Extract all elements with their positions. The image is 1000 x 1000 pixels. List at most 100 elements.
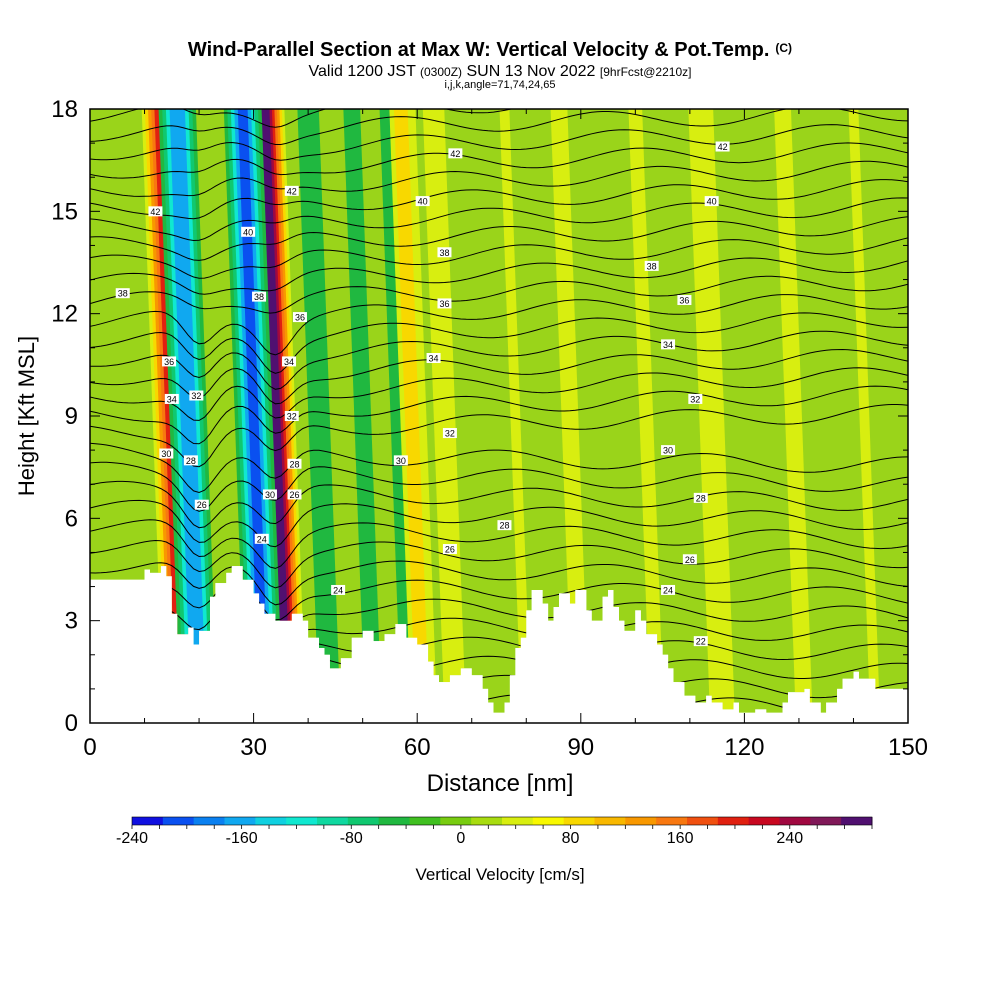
theta-label: 36 xyxy=(677,295,692,306)
colorbar-swatch xyxy=(563,817,595,825)
y-tick-label: 0 xyxy=(65,710,78,737)
colorbar-tick-label: 80 xyxy=(562,830,580,847)
theta-label: 32 xyxy=(284,411,299,422)
svg-text:34: 34 xyxy=(167,394,177,404)
terrain-mask xyxy=(90,566,908,723)
svg-text:42: 42 xyxy=(287,186,297,196)
updraft-band xyxy=(774,109,813,713)
theta-label: 32 xyxy=(442,428,457,439)
colorbar-swatch xyxy=(409,817,441,825)
theta-label: 30 xyxy=(159,448,174,459)
theta-contour xyxy=(90,442,908,494)
x-axis-label: Distance [nm] xyxy=(427,770,574,797)
downdraft-band xyxy=(237,109,270,713)
theta-label: 34 xyxy=(282,356,297,367)
svg-text:26: 26 xyxy=(445,545,455,555)
theta-label: 42 xyxy=(715,141,730,152)
x-tick-label: 60 xyxy=(404,734,431,761)
y-tick-label: 15 xyxy=(51,198,78,225)
theta-contour xyxy=(90,560,908,606)
colorbar-swatch xyxy=(317,817,349,825)
colorbar-tick-label: 160 xyxy=(667,830,694,847)
chart-subtitle-indices: i,j,k,angle=71,74,24,65 xyxy=(444,79,555,91)
theta-label: 26 xyxy=(682,554,697,565)
colorbar-swatch xyxy=(162,817,195,825)
theta-contour xyxy=(90,461,908,512)
updraft-band xyxy=(499,109,532,713)
y-tick-label: 3 xyxy=(65,608,78,635)
theta-contour xyxy=(90,142,908,179)
theta-contour xyxy=(90,160,908,197)
svg-text:28: 28 xyxy=(289,459,299,469)
colorbar-swatch xyxy=(656,817,688,825)
theta-label: 32 xyxy=(189,390,204,401)
svg-text:38: 38 xyxy=(254,292,264,302)
svg-text:32: 32 xyxy=(445,429,455,439)
svg-text:24: 24 xyxy=(257,534,267,544)
svg-text:40: 40 xyxy=(243,227,253,237)
colorbar-swatch xyxy=(502,817,534,825)
theta-label: 22 xyxy=(693,636,708,647)
theta-label: 30 xyxy=(661,445,676,456)
theta-contour xyxy=(90,257,908,295)
theta-contour xyxy=(90,237,908,279)
theta-label: 34 xyxy=(164,393,179,404)
svg-text:30: 30 xyxy=(265,490,275,500)
colorbar-tick-label: -240 xyxy=(116,830,148,847)
svg-text:32: 32 xyxy=(191,391,201,401)
updraft-band xyxy=(422,109,467,713)
theta-label: 24 xyxy=(254,533,269,544)
theta-contour xyxy=(90,330,908,390)
theta-label: 42 xyxy=(284,185,299,196)
theta-contour xyxy=(90,294,908,356)
theta-contour xyxy=(90,275,908,314)
theta-contour xyxy=(90,480,908,529)
svg-text:40: 40 xyxy=(707,197,717,207)
theta-label: 40 xyxy=(415,196,430,207)
theta-contour xyxy=(90,348,908,405)
theta-label: 38 xyxy=(644,260,659,271)
updraft-band xyxy=(550,109,590,713)
theta-contour xyxy=(90,312,908,374)
svg-text:30: 30 xyxy=(663,446,673,456)
updraft-band xyxy=(259,109,292,713)
svg-text:26: 26 xyxy=(289,490,299,500)
theta-label: 40 xyxy=(241,226,256,237)
svg-text:38: 38 xyxy=(439,248,449,258)
svg-text:26: 26 xyxy=(685,555,695,565)
svg-text:26: 26 xyxy=(197,500,207,510)
y-tick-label: 9 xyxy=(65,403,78,430)
theta-label: 30 xyxy=(262,489,277,500)
colorbar xyxy=(131,816,873,826)
theta-contour xyxy=(90,539,908,589)
theta-contour xyxy=(90,124,908,161)
plot-area: 42 38 36 34 32 30 28 26 42 40 38 36 34 32 30 28 26 24 24 42… xyxy=(90,109,908,723)
theta-label: 30 xyxy=(393,455,408,466)
theta-label: 36 xyxy=(437,298,452,309)
chart-title: Wind-Parallel Section at Max W: Vertical… xyxy=(188,39,792,61)
svg-text:42: 42 xyxy=(450,149,460,159)
theta-label: 28 xyxy=(497,520,512,531)
theta-label: 36 xyxy=(292,312,307,323)
theta-label: 26 xyxy=(194,499,209,510)
colorbar-swatch xyxy=(810,817,842,825)
colorbar-swatch xyxy=(440,817,472,825)
x-tick-label: 150 xyxy=(888,734,928,761)
theta-label: 34 xyxy=(426,353,441,364)
theta-label: 24 xyxy=(331,584,346,595)
colorbar-swatch xyxy=(471,817,503,825)
y-tick-label: 18 xyxy=(51,96,78,123)
colorbar-swatch xyxy=(687,817,719,825)
theta-contour xyxy=(90,404,908,468)
svg-text:24: 24 xyxy=(663,585,673,595)
y-tick-label: 6 xyxy=(65,505,78,532)
theta-label: 42 xyxy=(448,148,463,159)
theta-contour xyxy=(90,519,908,569)
svg-text:36: 36 xyxy=(295,313,305,323)
theta-contour xyxy=(90,367,908,421)
velocity-field: 42 38 36 34 32 30 28 26 42 40 38 36 34 32 30 28 26 24 24 42… xyxy=(90,109,908,713)
theta-label: 26 xyxy=(287,489,302,500)
theta-label: 40 xyxy=(704,196,719,207)
svg-text:34: 34 xyxy=(284,357,294,367)
